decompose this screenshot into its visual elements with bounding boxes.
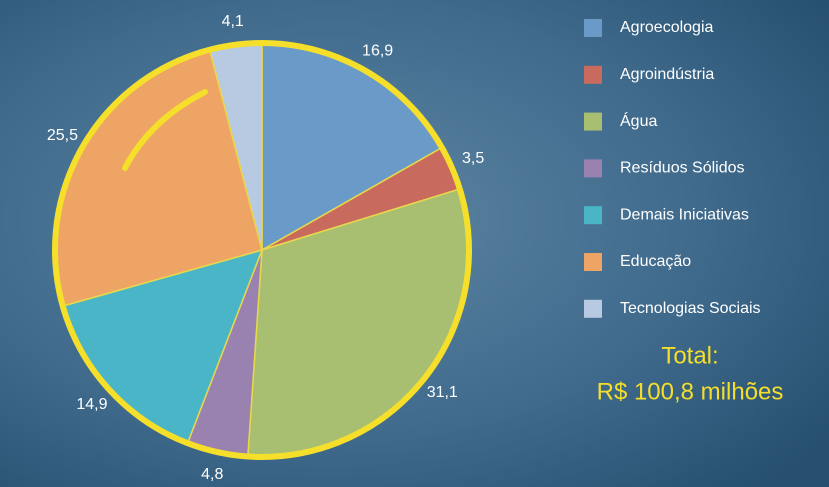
legend-swatch <box>584 66 602 84</box>
legend-label: Resíduos Sólidos <box>620 160 745 177</box>
chart: 16,9 3,5 31,1 4,8 14,9 25,5 4,1 Agroecologia Ag… <box>0 0 829 487</box>
legend-label: Tecnologias Sociais <box>620 300 761 317</box>
total-label: Total: <box>661 342 718 369</box>
total-value: R$ 100,8 milhões <box>597 378 784 405</box>
legend-swatch <box>584 300 602 318</box>
data-label: 4,1 <box>222 13 244 30</box>
data-label: 4,8 <box>201 466 223 483</box>
legend-swatch <box>584 253 602 271</box>
data-label: 31,1 <box>427 384 458 401</box>
legend-label: Agroecologia <box>620 19 714 36</box>
data-label: 3,5 <box>462 150 484 167</box>
data-label: 25,5 <box>47 127 78 144</box>
data-label: 16,9 <box>362 42 393 59</box>
data-label: 14,9 <box>76 396 107 413</box>
legend-label: Educação <box>620 253 691 270</box>
legend-swatch <box>584 113 602 131</box>
legend-swatch <box>584 19 602 37</box>
legend-label: Agroindústria <box>620 66 714 83</box>
legend-swatch <box>584 159 602 177</box>
legend-label: Água <box>620 111 657 130</box>
legend-label: Demais Iniciativas <box>620 206 749 223</box>
legend-swatch <box>584 206 602 224</box>
